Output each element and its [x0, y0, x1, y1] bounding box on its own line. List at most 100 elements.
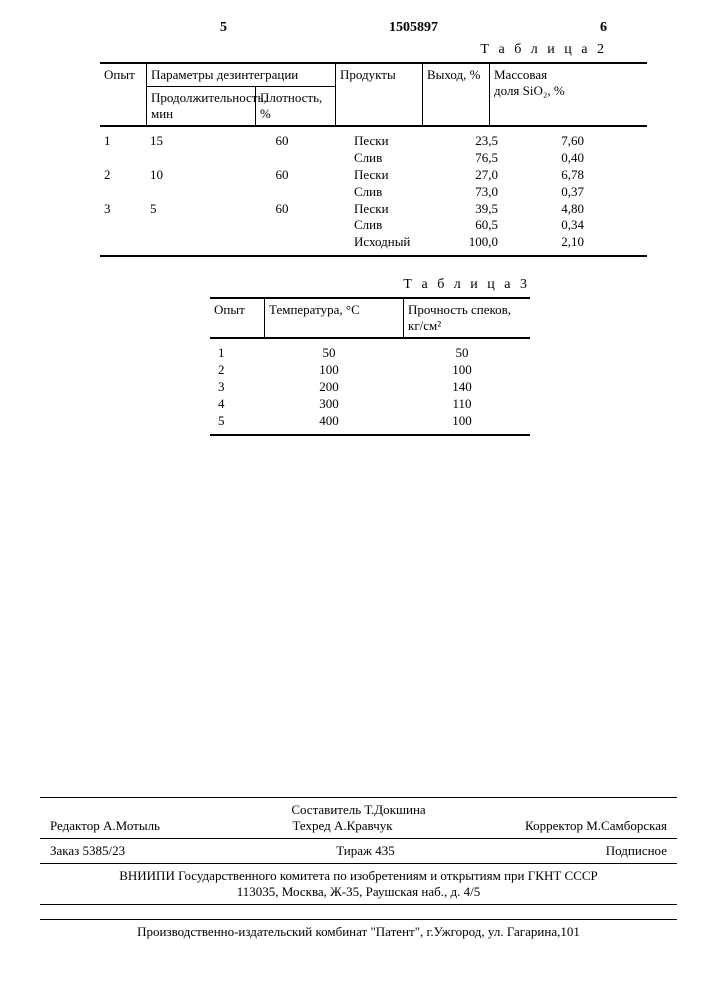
footer-rule	[40, 863, 677, 864]
t3-cell: 100	[264, 362, 394, 379]
footer-rule	[40, 919, 677, 920]
footer-block: Составитель Т.Докшина Редактор А.Мотыль …	[40, 793, 677, 940]
t2-cell: 5	[146, 201, 214, 218]
t2-cell: 27,0	[436, 167, 502, 184]
t2-cell: 0,34	[502, 217, 588, 234]
footer-rule	[40, 838, 677, 839]
t2-cell	[100, 150, 146, 167]
footer-compiler: Составитель Т.Докшина	[40, 802, 677, 818]
table3-caption: Т а б л и ц а 3	[210, 277, 530, 293]
table-row: 3 5 60 Пески 39,5 4,80	[100, 201, 647, 218]
t3-h-strength: Прочность спеков, кг/см²	[404, 299, 530, 337]
t2-h-params: Параметры дезинтеграции	[147, 64, 335, 87]
table-row: Слив 76,5 0,40	[100, 150, 647, 167]
table3: Опыт Температура, °С Прочность спеков, к…	[210, 297, 530, 435]
t3-cell: 2	[210, 362, 264, 379]
t3-cell: 100	[394, 413, 530, 430]
table2: Опыт Параметры дезинтеграции Продолжител…	[100, 62, 647, 257]
table-row: 1 15 60 Пески 23,5 7,60	[100, 133, 647, 150]
footer-printer: Производственно-издательский комбинат "П…	[40, 924, 677, 940]
footer-corrector: Корректор М.Самборская	[525, 818, 667, 834]
table-row: 5 400 100	[210, 413, 530, 430]
t2-cell: Пески	[350, 201, 436, 218]
t2-cell: 10	[146, 167, 214, 184]
t2-cell: Слив	[350, 184, 436, 201]
t2-cell: 2	[100, 167, 146, 184]
table3-body: 1 50 50 2 100 100 3 200 140 4 300 11	[210, 339, 530, 433]
page-left-number: 5	[220, 20, 227, 36]
table-row: 2 10 60 Пески 27,0 6,78	[100, 167, 647, 184]
table2-caption: Т а б л и ц а 2	[100, 42, 607, 58]
t2-cell: 23,5	[436, 133, 502, 150]
t2-cell	[214, 234, 350, 251]
t3-cell: 50	[264, 345, 394, 362]
t2-h-mass: Массовая доля SiO₂, %	[490, 64, 576, 125]
t3-cell: 1	[210, 345, 264, 362]
t2-cell: 73,0	[436, 184, 502, 201]
t2-cell: Слив	[350, 150, 436, 167]
footer-rule	[40, 904, 677, 905]
t2-cell: Пески	[350, 133, 436, 150]
t3-cell: 100	[394, 362, 530, 379]
table2-header: Опыт Параметры дезинтеграции Продолжител…	[100, 64, 647, 127]
table-row: 1 50 50	[210, 345, 530, 362]
t2-cell: 60	[214, 133, 350, 150]
footer-tirazh: Тираж 435	[336, 843, 395, 859]
t3-cell: 200	[264, 379, 394, 396]
t2-cell: Исходный	[350, 234, 436, 251]
table3-wrap: Т а б л и ц а 3 Опыт Температура, °С Про…	[210, 277, 530, 435]
footer-order: Заказ 5385/23	[50, 843, 125, 859]
t2-cell: Пески	[350, 167, 436, 184]
t2-cell: 15	[146, 133, 214, 150]
t2-cell	[146, 234, 214, 251]
footer-podpisnoe: Подписное	[606, 843, 667, 859]
t2-cell	[214, 217, 350, 234]
doc-number: 1505897	[389, 20, 438, 36]
t2-cell: 4,80	[502, 201, 588, 218]
t3-cell: 3	[210, 379, 264, 396]
table2-body: 1 15 60 Пески 23,5 7,60 Слив 76,5 0,40 2…	[100, 127, 647, 255]
t2-cell	[100, 217, 146, 234]
t2-cell: 3	[100, 201, 146, 218]
t2-cell: 7,60	[502, 133, 588, 150]
page-header: 5 1505897 6	[100, 20, 647, 36]
footer-techred: Техред А.Кравчук	[292, 818, 392, 834]
footer-editor: Редактор А.Мотыль	[50, 818, 160, 834]
t3-cell: 110	[394, 396, 530, 413]
table-row: Слив 60,5 0,34	[100, 217, 647, 234]
footer-order-line: Заказ 5385/23 Тираж 435 Подписное	[40, 843, 677, 859]
t2-cell: Слив	[350, 217, 436, 234]
t3-cell: 300	[264, 396, 394, 413]
t2-cell: 60	[214, 201, 350, 218]
t2-cell: 0,37	[502, 184, 588, 201]
footer-rule	[40, 797, 677, 798]
t2-cell: 2,10	[502, 234, 588, 251]
t2-cell: 60,5	[436, 217, 502, 234]
table-row: Исходный 100,0 2,10	[100, 234, 647, 251]
t2-cell	[146, 217, 214, 234]
t3-cell: 400	[264, 413, 394, 430]
footer-credits: Редактор А.Мотыль Техред А.Кравчук Корре…	[40, 818, 677, 834]
t2-cell: 1	[100, 133, 146, 150]
t2-cell	[100, 184, 146, 201]
footer-org: ВНИИПИ Государственного комитета по изоб…	[40, 868, 677, 884]
table-row: 4 300 110	[210, 396, 530, 413]
t2-cell: 6,78	[502, 167, 588, 184]
t2-cell: 60	[214, 167, 350, 184]
t2-cell: 0,40	[502, 150, 588, 167]
table-row: 2 100 100	[210, 362, 530, 379]
page: 5 1505897 6 Т а б л и ц а 2 Опыт Парамет…	[0, 0, 707, 1000]
page-right-number: 6	[600, 20, 607, 36]
footer-addr: 113035, Москва, Ж-35, Раушская наб., д. …	[40, 884, 677, 900]
footer-gap	[40, 909, 677, 915]
t3-cell: 50	[394, 345, 530, 362]
t2-h-products: Продукты	[336, 64, 423, 125]
table-row: 3 200 140	[210, 379, 530, 396]
t2-h-yield: Выход, %	[423, 64, 490, 125]
t2-cell: 100,0	[436, 234, 502, 251]
t3-h-opyt: Опыт	[210, 299, 265, 337]
table-row: Слив 73,0 0,37	[100, 184, 647, 201]
t2-h-duration: Продолжительность, мин	[147, 87, 256, 125]
t3-cell: 4	[210, 396, 264, 413]
t2-cell	[146, 184, 214, 201]
